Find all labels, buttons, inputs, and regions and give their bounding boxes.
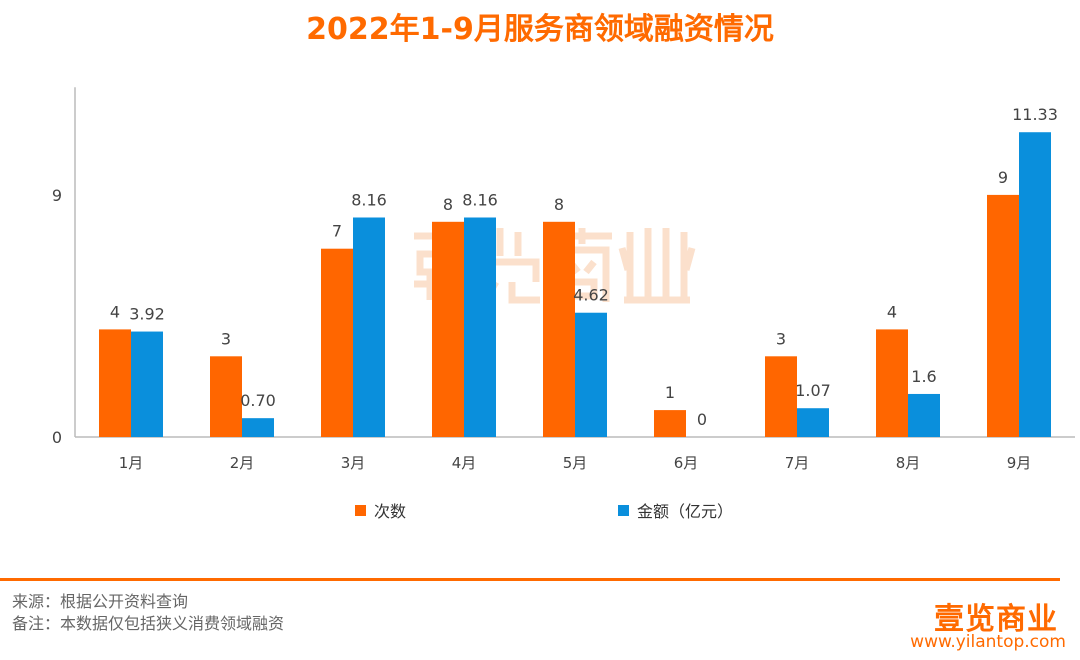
y-tick-label: 0	[52, 428, 62, 447]
x-tick-label: 8月	[896, 454, 921, 472]
x-tick-label: 6月	[674, 454, 699, 472]
x-tick-label: 1月	[119, 454, 144, 472]
data-label: 8	[443, 195, 453, 214]
source-note: 来源：根据公开资料查询	[12, 592, 189, 611]
x-tick-label: 4月	[452, 454, 477, 472]
remark-note: 备注：本数据仅包括狭义消费领域融资	[12, 614, 285, 633]
data-label: 7	[332, 222, 342, 241]
divider	[0, 578, 1060, 581]
bar-count	[210, 356, 242, 437]
data-label: 8	[554, 195, 564, 214]
legend-item-amount: 金额（亿元）	[618, 498, 733, 522]
bar-count	[765, 356, 797, 437]
x-tick-label: 3月	[341, 454, 366, 472]
bar-amount	[464, 217, 496, 437]
x-tick-label: 7月	[785, 454, 810, 472]
y-tick-label: 9	[52, 186, 62, 205]
data-label: 8.16	[351, 190, 387, 209]
data-label: 3	[221, 329, 231, 348]
legend-swatch	[355, 504, 366, 516]
bar-amount	[1019, 132, 1051, 437]
data-label: 3.92	[129, 305, 165, 324]
bar-chart: 0 9 1月 4 3.92 2月 3 0.70 3月 7 8.16 4月 8 8.16 5月 8 4.62 6月 1…	[52, 87, 1075, 472]
bar-amount	[797, 408, 829, 437]
x-tick-label: 9月	[1007, 454, 1032, 472]
watermark-glyph	[618, 228, 696, 304]
legend-label: 金额（亿元）	[637, 502, 734, 521]
bar-amount	[242, 418, 274, 437]
bar-count	[432, 221, 464, 437]
legend-label: 次数	[374, 502, 407, 521]
legend-item-count: 次数	[355, 498, 406, 522]
site-url: www.yilantop.com	[910, 632, 1066, 652]
chart-title: 2022年1-9月服务商领域融资情况	[306, 12, 774, 47]
bar-amount	[908, 393, 940, 437]
bar-amount	[353, 217, 385, 437]
data-label: 0.70	[240, 391, 276, 410]
data-label: 9	[998, 168, 1008, 187]
legend-swatch	[618, 504, 629, 516]
bar-count	[987, 194, 1019, 437]
data-label: 3	[776, 329, 786, 348]
logo: 壹览商业	[934, 602, 1058, 637]
data-label: 8.16	[462, 190, 498, 209]
bar-amount	[131, 331, 163, 437]
data-label: 1	[665, 383, 675, 402]
data-label: 4.62	[573, 286, 609, 305]
data-label: 11.33	[1012, 105, 1058, 124]
bar-amount	[575, 312, 607, 437]
data-label: 1.07	[795, 381, 831, 400]
x-tick-label: 2月	[230, 454, 255, 472]
data-label: 0	[697, 410, 707, 429]
bar-count	[654, 410, 686, 437]
bar-count	[321, 248, 353, 437]
data-label: 4	[110, 302, 120, 321]
bar-count	[543, 221, 575, 437]
bar-count	[99, 329, 131, 437]
bar-count	[876, 329, 908, 437]
x-tick-label: 5月	[563, 454, 588, 472]
data-label: 1.6	[911, 367, 936, 386]
data-label: 4	[887, 302, 897, 321]
